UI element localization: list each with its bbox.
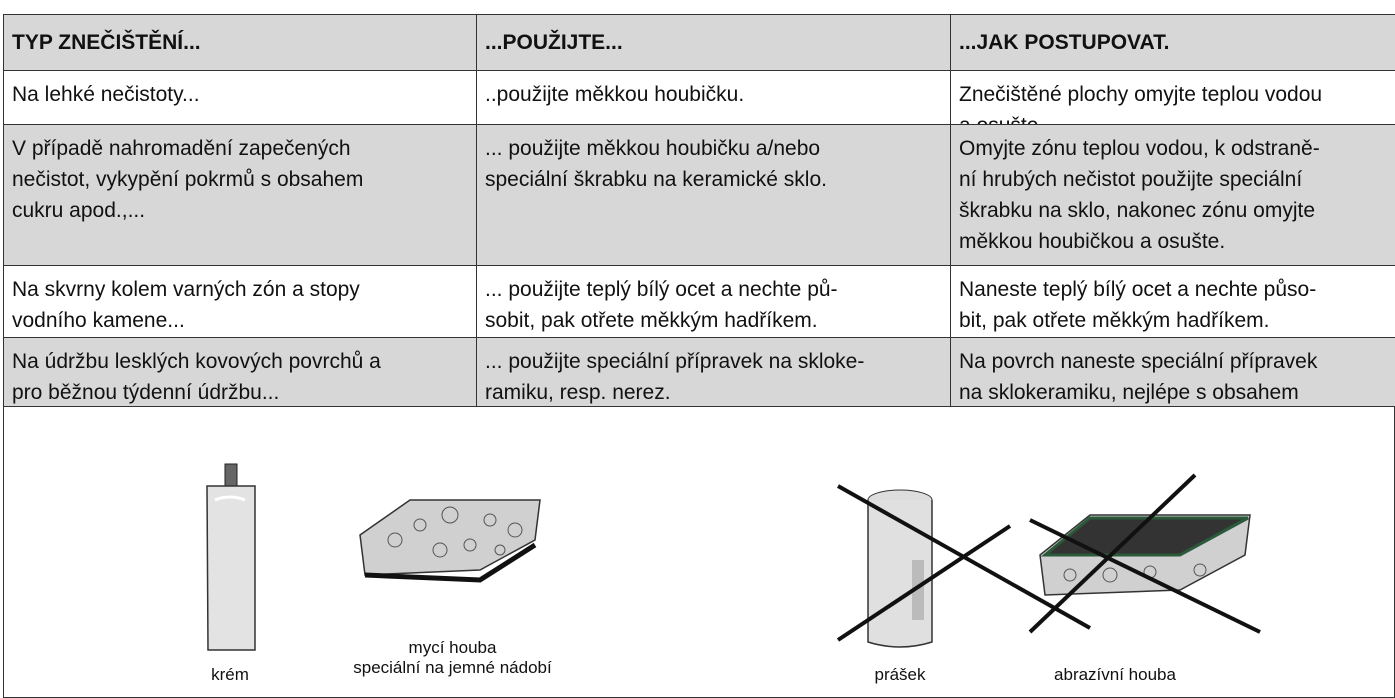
table-cell: ..použijte měkkou houbičku. [476, 70, 951, 125]
cell-line: na sklokeramiku, nejlépe s obsahem [959, 381, 1299, 404]
cell-line: Naneste teplý bílý ocet a nechte půso- [959, 278, 1317, 301]
table-cell: ... použijte teplý bílý ocet a nechte pů… [476, 265, 951, 338]
header-cell: ...POUŽIJTE... [476, 14, 951, 71]
caption: abrazívní houba [1054, 665, 1176, 684]
table-cell: Na údržbu lesklých kovových povrchů a pro… [3, 337, 477, 407]
table-cell: ... použijte speciální přípravek na sklo… [476, 337, 951, 407]
caption-line: speciální na jemné nádobí [353, 658, 552, 677]
table-cell: Na lehké nečistoty... [3, 70, 477, 125]
table-cell: V případě nahromadění zapečených nečistot… [3, 124, 477, 266]
cell-line: ramiku, resp. nerez. [485, 381, 671, 404]
cell-line: vodního kamene... [12, 309, 185, 332]
cell-line: Na údržbu lesklých kovových povrchů a [12, 350, 381, 373]
cream-tube [206, 463, 256, 651]
cross-marks [836, 473, 1261, 642]
cell-line: sobit, pak otřete měkkým hadříkem. [485, 309, 818, 332]
cell-line: ... použijte speciální přípravek na sklo… [485, 350, 865, 373]
cell-line: Na skvrny kolem varných zón a stopy [12, 278, 360, 301]
table-cell: Znečištěné plochy omyjte teplou vodou a o… [950, 70, 1395, 125]
table-cell: ... použijte měkkou houbičku a/nebo speci… [476, 124, 951, 266]
cell-line: pro běžnou týdenní údržbu... [12, 381, 280, 404]
table-cell: Naneste teplý bílý ocet a nechte půso-bi… [950, 265, 1395, 338]
cell-line: škrabku na sklo, nakonec zónu omyjte [959, 199, 1316, 222]
header-cell: ...JAK POSTUPOVAT. [950, 14, 1395, 71]
sponge [359, 499, 541, 583]
powder-can [867, 489, 933, 648]
cell-line: bit, pak otřete měkkým hadříkem. [959, 309, 1270, 332]
cell-line: speciální škrabku na keramické sklo. [485, 168, 827, 191]
cell-line: a osušte. [959, 110, 1387, 124]
cell-line: Omyjte zónu teplou vodou, k odstraně- [959, 137, 1320, 160]
header-cell: TYP ZNEČIŠTĚNÍ... [3, 14, 477, 71]
cell-line: V případě nahromadění zapečených [12, 137, 351, 160]
caption: mycí houba speciální na jemné nádobí [330, 638, 575, 678]
caption-line: mycí houba [408, 638, 497, 657]
cell-line: Znečištěné plochy omyjte teplou vodou [959, 83, 1323, 106]
cell-line: měkkou houbičkou a osušte. [959, 230, 1226, 253]
cell-line: Na povrch naneste speciální přípravek [959, 350, 1318, 373]
caption: krém [211, 665, 249, 684]
cell-line: ..použijte měkkou houbičku. [485, 83, 745, 106]
abrasive-sponge [1039, 514, 1251, 596]
caption: prášek [874, 665, 926, 684]
cell-line: ní hrubých nečistot použijte speciální [959, 168, 1303, 191]
table-cell: Na skvrny kolem varných zón a stopy vodní… [3, 265, 477, 338]
table-cell: Omyjte zónu teplou vodou, k odstraně-ní … [950, 124, 1395, 266]
cell-line: nečistot, vykypění pokrmů s obsahem [12, 168, 364, 191]
cell-line: ... použijte teplý bílý ocet a nechte pů… [485, 278, 838, 301]
cell-line: cukru apod.,... [12, 199, 146, 222]
cell-line: Na lehké nečistoty... [12, 83, 200, 106]
cell-line: ... použijte měkkou houbičku a/nebo [485, 137, 821, 160]
table-cell: Na povrch naneste speciální přípravek na … [950, 337, 1395, 407]
